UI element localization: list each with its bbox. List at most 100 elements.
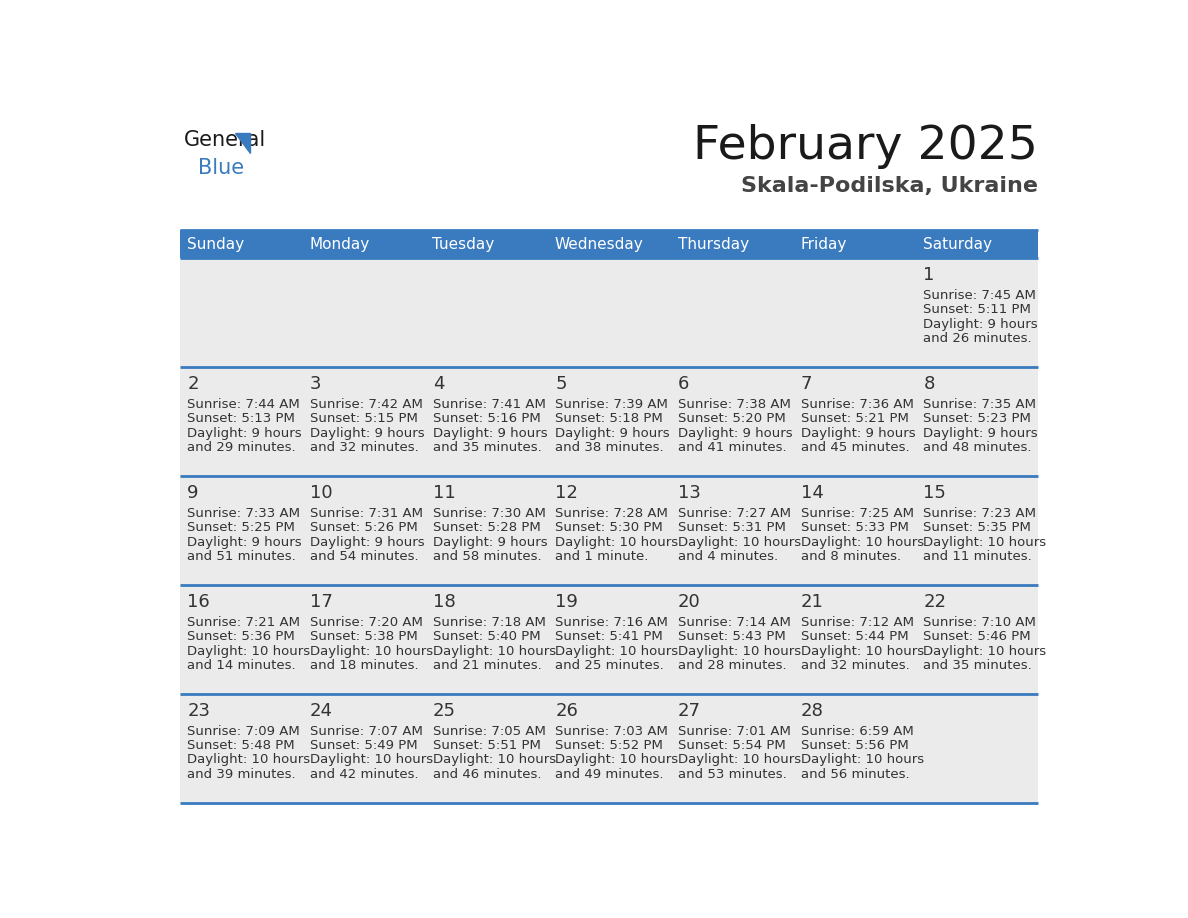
Text: Daylight: 10 hours: Daylight: 10 hours xyxy=(923,535,1047,549)
Text: Sunrise: 7:14 AM: Sunrise: 7:14 AM xyxy=(678,616,791,629)
Text: 23: 23 xyxy=(188,702,210,720)
Text: Sunrise: 7:45 AM: Sunrise: 7:45 AM xyxy=(923,289,1036,302)
Text: 27: 27 xyxy=(678,702,701,720)
Text: Daylight: 10 hours: Daylight: 10 hours xyxy=(678,535,801,549)
Text: 13: 13 xyxy=(678,484,701,502)
Bar xyxy=(670,367,792,476)
Text: and 45 minutes.: and 45 minutes. xyxy=(801,441,909,453)
Text: Daylight: 10 hours: Daylight: 10 hours xyxy=(432,754,556,767)
Text: Sunrise: 7:18 AM: Sunrise: 7:18 AM xyxy=(432,616,545,629)
Bar xyxy=(792,586,916,694)
Text: 3: 3 xyxy=(310,375,322,393)
Text: Sunrise: 7:38 AM: Sunrise: 7:38 AM xyxy=(678,398,791,411)
Text: Sunrise: 7:10 AM: Sunrise: 7:10 AM xyxy=(923,616,1036,629)
Text: Sunset: 5:54 PM: Sunset: 5:54 PM xyxy=(678,739,785,752)
Text: Daylight: 10 hours: Daylight: 10 hours xyxy=(555,754,678,767)
Text: Daylight: 9 hours: Daylight: 9 hours xyxy=(555,427,670,440)
Text: 12: 12 xyxy=(555,484,579,502)
Text: Daylight: 10 hours: Daylight: 10 hours xyxy=(678,644,801,657)
Text: Thursday: Thursday xyxy=(677,237,748,252)
Text: Daylight: 10 hours: Daylight: 10 hours xyxy=(310,644,434,657)
Text: and 42 minutes.: and 42 minutes. xyxy=(310,767,418,780)
Text: General: General xyxy=(184,130,266,151)
Bar xyxy=(792,258,916,367)
Text: and 8 minutes.: and 8 minutes. xyxy=(801,550,901,563)
Text: 24: 24 xyxy=(310,702,333,720)
Text: Sunset: 5:46 PM: Sunset: 5:46 PM xyxy=(923,631,1031,644)
Text: Blue: Blue xyxy=(198,158,245,178)
Text: 28: 28 xyxy=(801,702,823,720)
Text: Sunrise: 7:20 AM: Sunrise: 7:20 AM xyxy=(310,616,423,629)
Bar xyxy=(916,694,1038,803)
Bar xyxy=(302,367,425,476)
Text: and 35 minutes.: and 35 minutes. xyxy=(432,441,542,453)
Bar xyxy=(670,258,792,367)
Text: Daylight: 10 hours: Daylight: 10 hours xyxy=(432,644,556,657)
Text: Sunset: 5:26 PM: Sunset: 5:26 PM xyxy=(310,521,418,534)
Bar xyxy=(179,367,302,476)
Text: Sunrise: 7:03 AM: Sunrise: 7:03 AM xyxy=(555,725,668,738)
Text: 16: 16 xyxy=(188,593,210,611)
Text: Daylight: 9 hours: Daylight: 9 hours xyxy=(188,535,302,549)
Text: and 39 minutes.: and 39 minutes. xyxy=(188,767,296,780)
Text: 1: 1 xyxy=(923,266,935,284)
Text: Sunrise: 7:09 AM: Sunrise: 7:09 AM xyxy=(188,725,301,738)
Text: 9: 9 xyxy=(188,484,198,502)
Bar xyxy=(302,694,425,803)
Bar xyxy=(425,258,548,367)
Text: Daylight: 10 hours: Daylight: 10 hours xyxy=(801,644,924,657)
Text: Sunrise: 7:28 AM: Sunrise: 7:28 AM xyxy=(555,507,668,521)
Text: and 56 minutes.: and 56 minutes. xyxy=(801,767,909,780)
Bar xyxy=(548,230,670,258)
Bar xyxy=(792,694,916,803)
Bar xyxy=(916,476,1038,586)
Text: Sunrise: 7:39 AM: Sunrise: 7:39 AM xyxy=(555,398,668,411)
Text: and 28 minutes.: and 28 minutes. xyxy=(678,659,786,672)
Text: Sunset: 5:41 PM: Sunset: 5:41 PM xyxy=(555,631,663,644)
Text: Sunset: 5:13 PM: Sunset: 5:13 PM xyxy=(188,412,295,425)
Text: 10: 10 xyxy=(310,484,333,502)
Text: Sunset: 5:48 PM: Sunset: 5:48 PM xyxy=(188,739,295,752)
Bar xyxy=(425,476,548,586)
Text: and 1 minute.: and 1 minute. xyxy=(555,550,649,563)
Text: Sunset: 5:33 PM: Sunset: 5:33 PM xyxy=(801,521,909,534)
Text: Sunset: 5:21 PM: Sunset: 5:21 PM xyxy=(801,412,909,425)
Text: 15: 15 xyxy=(923,484,946,502)
Text: and 41 minutes.: and 41 minutes. xyxy=(678,441,786,453)
Bar xyxy=(179,586,302,694)
Text: Monday: Monday xyxy=(310,237,369,252)
Text: and 51 minutes.: and 51 minutes. xyxy=(188,550,296,563)
Bar xyxy=(302,586,425,694)
Text: and 58 minutes.: and 58 minutes. xyxy=(432,550,542,563)
Text: Sunrise: 7:30 AM: Sunrise: 7:30 AM xyxy=(432,507,545,521)
Text: Sunset: 5:15 PM: Sunset: 5:15 PM xyxy=(310,412,418,425)
Text: February 2025: February 2025 xyxy=(694,124,1038,169)
Text: Sunset: 5:56 PM: Sunset: 5:56 PM xyxy=(801,739,909,752)
Text: Sunrise: 6:59 AM: Sunrise: 6:59 AM xyxy=(801,725,914,738)
Text: and 53 minutes.: and 53 minutes. xyxy=(678,767,786,780)
Text: Daylight: 9 hours: Daylight: 9 hours xyxy=(432,427,548,440)
Text: Sunrise: 7:01 AM: Sunrise: 7:01 AM xyxy=(678,725,791,738)
Text: and 11 minutes.: and 11 minutes. xyxy=(923,550,1032,563)
Text: and 32 minutes.: and 32 minutes. xyxy=(801,659,909,672)
Text: Sunset: 5:23 PM: Sunset: 5:23 PM xyxy=(923,412,1031,425)
Text: Friday: Friday xyxy=(801,237,847,252)
Text: 19: 19 xyxy=(555,593,579,611)
Text: 22: 22 xyxy=(923,593,947,611)
Text: Daylight: 10 hours: Daylight: 10 hours xyxy=(310,754,434,767)
Text: Daylight: 10 hours: Daylight: 10 hours xyxy=(801,535,924,549)
Text: and 35 minutes.: and 35 minutes. xyxy=(923,659,1032,672)
Bar xyxy=(425,367,548,476)
Bar xyxy=(302,258,425,367)
Text: Sunset: 5:43 PM: Sunset: 5:43 PM xyxy=(678,631,785,644)
Text: Daylight: 9 hours: Daylight: 9 hours xyxy=(923,318,1038,330)
Text: Daylight: 10 hours: Daylight: 10 hours xyxy=(188,754,310,767)
Bar xyxy=(916,258,1038,367)
Text: and 26 minutes.: and 26 minutes. xyxy=(923,332,1032,345)
Text: Sunrise: 7:41 AM: Sunrise: 7:41 AM xyxy=(432,398,545,411)
Bar xyxy=(916,230,1038,258)
Text: 8: 8 xyxy=(923,375,935,393)
Text: Daylight: 9 hours: Daylight: 9 hours xyxy=(432,535,548,549)
Bar xyxy=(792,476,916,586)
Text: Sunrise: 7:25 AM: Sunrise: 7:25 AM xyxy=(801,507,914,521)
